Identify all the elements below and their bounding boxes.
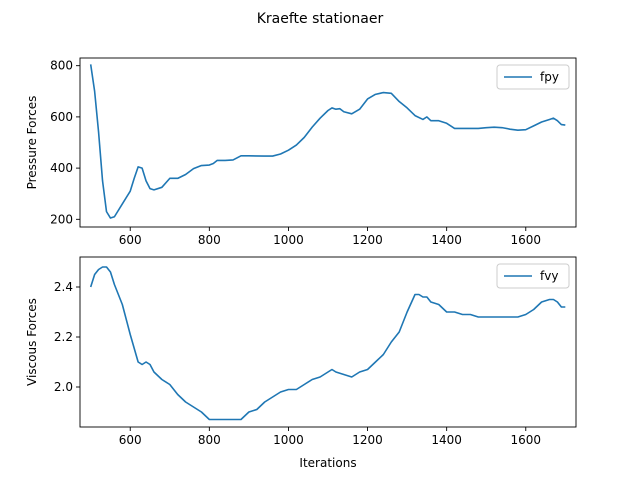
axes-frame [79,256,577,428]
y-tick-label: 2.4 [54,280,73,294]
legend: fvy [496,263,570,289]
legend-box [496,263,570,289]
legend: fpy [496,64,570,90]
y-axis-label: Viscous Forces [25,298,39,386]
y-tick-label: 200 [50,212,73,226]
x-tick-label: 800 [198,233,221,247]
y-tick-label: 2.0 [54,380,73,394]
y-tick-label: 800 [50,59,73,73]
legend-box [496,64,570,90]
x-tick-label: 800 [198,433,221,447]
axes-frame [79,57,577,228]
y-axis-label: Pressure Forces [25,96,39,190]
x-tick-label: 1400 [431,233,462,247]
x-tick-label: 1600 [510,433,541,447]
x-tick-label: 600 [119,433,142,447]
x-tick-label: 1200 [352,433,383,447]
legend-label: fpy [540,70,559,84]
x-axis-label: Iterations [299,456,356,470]
x-tick-label: 1000 [273,233,304,247]
x-tick-label: 600 [119,233,142,247]
viscous-forces-panel: 600 800 1000 1200 1400 1600 2.0 2.2 2.4 Viscous F… [25,256,577,470]
series-line-fvy [89,266,566,421]
y-tick-label: 400 [50,161,73,175]
y-tick-label: 600 [50,110,73,124]
series-line-fpy [89,64,566,219]
x-tick-label: 1200 [352,233,383,247]
x-tick-label: 1000 [273,433,304,447]
x-tick-label: 1400 [431,433,462,447]
x-tick-label: 1600 [510,233,541,247]
y-tick-label: 2.2 [54,330,73,344]
pressure-forces-panel: 600 800 1000 1200 1400 1600 200 400 600 800 Pressu… [25,57,577,247]
figure-title: Kraefte stationaer [257,11,384,27]
legend-label: fvy [540,269,558,283]
